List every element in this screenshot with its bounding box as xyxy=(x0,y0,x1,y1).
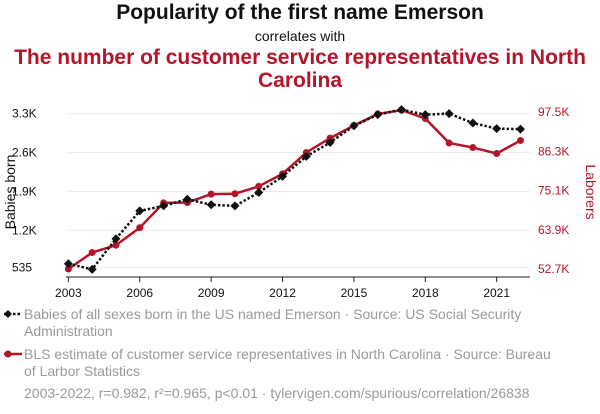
right-tick-label: 63.9K xyxy=(538,223,569,237)
data-point-emerson xyxy=(63,259,73,269)
left-tick-label: 2.6K xyxy=(12,146,37,160)
right-axis-label: Laborers xyxy=(583,164,599,219)
data-point-laborers xyxy=(469,144,477,152)
left-axis-label: Babies born xyxy=(2,155,18,230)
legend-label-emerson: Babies of all sexes born in the US named… xyxy=(24,306,522,339)
data-point-emerson xyxy=(254,188,264,198)
series-line-laborers xyxy=(67,108,522,271)
data-point-laborers xyxy=(231,190,239,198)
x-tick-label: 2006 xyxy=(126,286,153,300)
legend-marker-laborers xyxy=(4,350,12,358)
data-point-emerson xyxy=(111,234,121,244)
data-point-laborers xyxy=(207,190,215,198)
x-tick-label: 2021 xyxy=(483,286,510,300)
data-point-laborers xyxy=(445,139,453,147)
data-point-laborers xyxy=(255,182,263,190)
left-tick-label: 1.2K xyxy=(12,223,37,237)
data-point-emerson xyxy=(349,121,359,131)
x-tick-label: 2015 xyxy=(341,286,368,300)
data-point-emerson xyxy=(206,200,216,210)
right-tick-label: 97.5K xyxy=(538,105,569,119)
data-point-emerson xyxy=(159,201,169,211)
footer-stats: 2003-2022, r=0.982, r²=0.965, p<0.01 · t… xyxy=(24,385,530,401)
right-tick-label: 75.1K xyxy=(538,184,569,198)
right-tick-label: 86.3K xyxy=(538,144,569,158)
data-point-emerson xyxy=(325,137,335,147)
right-tick-label: 52.7K xyxy=(538,262,569,276)
x-tick-label: 2018 xyxy=(412,286,439,300)
chart-title: Popularity of the first name Emerson xyxy=(116,1,484,24)
left-tick-label: 535 xyxy=(12,260,32,274)
data-point-emerson xyxy=(373,110,383,120)
x-tick-label: 2009 xyxy=(198,286,225,300)
x-tick-label: 2003 xyxy=(55,286,82,300)
left-tick-label: 3.3K xyxy=(12,107,37,121)
chart-subtitle: The number of customer service represent… xyxy=(14,46,586,92)
data-point-emerson xyxy=(135,206,145,216)
data-point-emerson xyxy=(87,264,97,274)
x-tick-label: 2012 xyxy=(269,286,296,300)
data-point-emerson xyxy=(278,171,288,181)
data-point-emerson xyxy=(420,110,430,120)
left-tick-label: 1.9K xyxy=(12,184,37,198)
data-point-emerson xyxy=(182,194,192,204)
data-point-emerson xyxy=(301,151,311,161)
data-point-laborers xyxy=(136,224,144,232)
series-line-emerson xyxy=(68,108,521,271)
data-point-emerson xyxy=(468,118,478,128)
chart-connector: correlates with xyxy=(254,28,346,44)
data-point-emerson xyxy=(230,201,240,211)
data-point-emerson xyxy=(492,124,502,134)
data-point-emerson xyxy=(444,109,454,119)
data-point-laborers xyxy=(112,241,120,249)
data-point-emerson xyxy=(397,105,407,115)
data-point-emerson xyxy=(515,124,525,134)
data-point-laborers xyxy=(88,249,96,257)
data-point-laborers xyxy=(516,137,524,145)
data-point-laborers xyxy=(64,265,72,273)
legend-marker-emerson xyxy=(4,310,12,318)
data-point-laborers xyxy=(493,150,501,157)
legend-label-laborers: BLS estimate of customer service represe… xyxy=(24,346,551,379)
